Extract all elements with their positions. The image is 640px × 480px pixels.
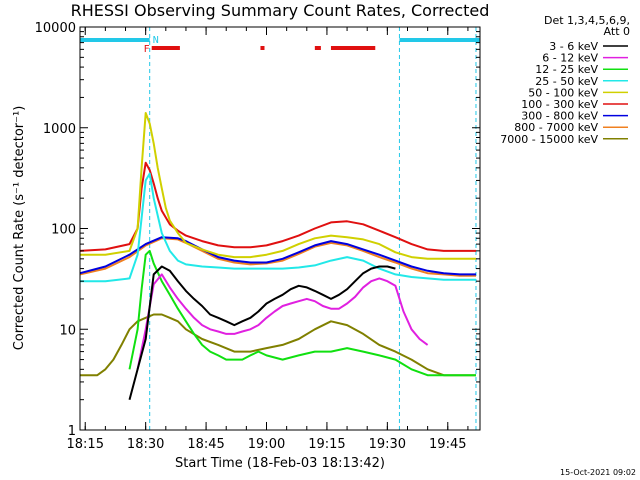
series-line-6	[79, 236, 476, 276]
x-axis: 18:15 18:30 18:45 19:00 19:15 19:30 19:45	[67, 27, 469, 452]
series-line-7	[79, 237, 476, 277]
legend-label-8: 7000 - 15000 keV	[500, 133, 598, 146]
legend-label-3: 25 - 50 keV	[535, 75, 598, 88]
legend-label-5: 100 - 300 keV	[521, 98, 598, 111]
legend-header-line-2: Att 0	[604, 25, 630, 38]
series-layer	[79, 112, 476, 400]
x-tick-label: 18:15	[67, 437, 104, 452]
night-flag-label: N	[153, 35, 159, 46]
series-line-8	[80, 313, 476, 377]
x-tick-label: 19:30	[369, 437, 406, 452]
legend-label-1: 6 - 12 keV	[542, 52, 598, 65]
legend-label-6: 300 - 800 keV	[521, 110, 598, 123]
x-tick-label: 18:45	[187, 437, 224, 452]
x-tick-label: 19:00	[248, 437, 285, 452]
legend-label-0: 3 - 6 keV	[549, 40, 598, 53]
series-line-1	[136, 273, 429, 370]
flare-flag-label: F	[144, 44, 150, 55]
y-axis-label: Corrected Count Rate (s⁻¹ detector⁻¹)	[12, 106, 27, 351]
series-line-3	[80, 172, 476, 283]
chart-title: RHESSI Observing Summary Count Rates, Co…	[71, 1, 490, 20]
legend-label-2: 12 - 25 keV	[535, 63, 598, 76]
series-line-5	[79, 161, 476, 252]
render-timestamp: 15-Oct-2021 09:02	[560, 468, 636, 477]
x-axis-label: Start Time (18-Feb-03 18:13:42)	[175, 456, 385, 471]
y-tick-label: 10	[59, 323, 76, 338]
x-tick-label: 18:30	[127, 437, 164, 452]
y-tick-label: 1000	[43, 122, 76, 137]
series-line-0	[128, 265, 396, 400]
x-tick-label: 19:45	[429, 437, 466, 452]
y-tick-label: 10000	[35, 21, 76, 36]
y-axis: 1 10 100 1000 10000	[35, 21, 480, 439]
legend-label-7: 800 - 7000 keV	[514, 121, 598, 134]
series-line-4	[80, 112, 476, 260]
series-line-2	[128, 249, 476, 377]
y-tick-label: 1	[68, 424, 76, 439]
y-tick-label: 100	[51, 223, 76, 238]
flag-bars: FN	[80, 27, 480, 430]
legend-header-line-1: Det 1,3,4,5,6,9,	[544, 14, 630, 27]
legend-label-4: 50 - 100 keV	[528, 86, 598, 99]
x-tick-label: 19:15	[308, 437, 345, 452]
